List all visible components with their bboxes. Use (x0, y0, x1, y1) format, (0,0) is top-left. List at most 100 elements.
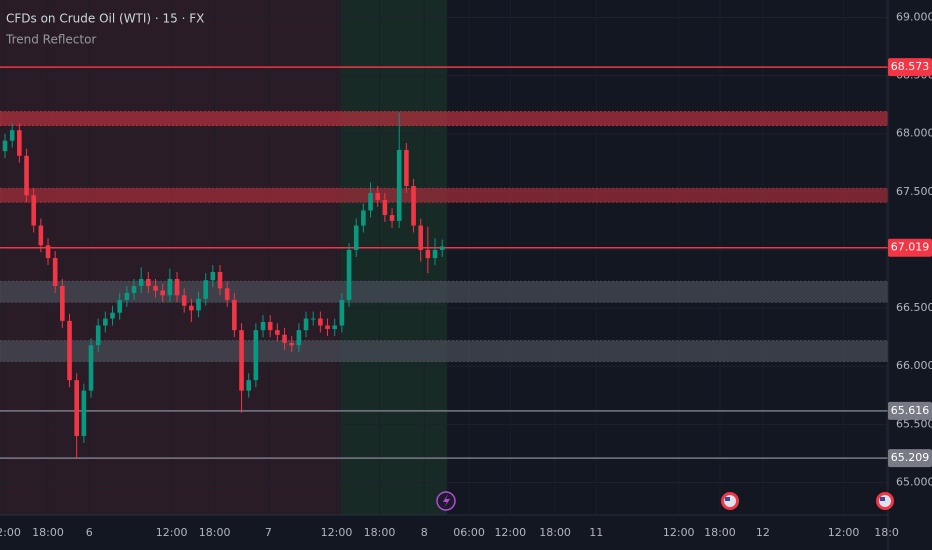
price-label: 67.019 (891, 241, 930, 254)
candle-body (146, 279, 151, 286)
candle-body (103, 318, 108, 326)
y-tick-label: 69.000 (896, 10, 932, 23)
x-tick-label: 18:00 (32, 526, 64, 539)
candle-body (210, 272, 216, 281)
candle-body (246, 380, 251, 391)
candle-body (189, 305, 194, 311)
x-tick-label: 8 (421, 526, 428, 539)
chart-title: CFDs on Crude Oil (WTI) · 15 · FX (6, 12, 204, 26)
candle-body (325, 325, 330, 329)
candle-body (318, 318, 323, 326)
candle-body (439, 246, 445, 250)
candle-body (131, 285, 137, 293)
candle-body (232, 299, 237, 331)
candle-body (153, 285, 158, 291)
event-icon (436, 491, 456, 511)
candle-body (260, 322, 266, 331)
x-tick-label: 6 (86, 526, 93, 539)
candle-body (217, 272, 223, 289)
candle-body (203, 280, 208, 299)
candle-body (74, 380, 79, 436)
y-tick-label: 68.000 (896, 127, 932, 140)
x-tick-label: 12:00 (156, 526, 188, 539)
x-tick-label: 11 (589, 526, 603, 539)
x-tick-label: 12:00 (321, 526, 353, 539)
candle-body (88, 345, 94, 391)
session-shade (0, 0, 341, 515)
candle-body (282, 334, 287, 343)
price-label: 65.209 (891, 451, 930, 464)
price-label: 65.616 (891, 404, 930, 417)
event-icon (721, 492, 739, 510)
candle-body (124, 292, 130, 300)
x-tick-label: 18:00 (364, 526, 396, 539)
candle-body (382, 199, 388, 216)
candle-body (17, 130, 22, 156)
candle-body (418, 225, 424, 250)
plot-area (0, 0, 889, 515)
y-tick-label: 65.500 (896, 417, 932, 430)
x-tick-label: 12:00 (663, 526, 695, 539)
x-tick-label: 18:00 (704, 526, 736, 539)
candle-body (310, 318, 316, 320)
candle-body (353, 225, 359, 250)
candle-body (404, 149, 409, 187)
price-label-box (888, 238, 932, 257)
candle-body (196, 298, 201, 311)
candle-body (339, 299, 345, 326)
candle-body (432, 249, 438, 259)
zone (0, 111, 889, 127)
candle-body (31, 195, 36, 226)
candle-body (95, 325, 101, 346)
candle-body (181, 295, 187, 306)
x-tick-label: 7 (265, 526, 272, 539)
candle-body (253, 330, 259, 381)
candle-body (275, 330, 280, 335)
candle-body (60, 285, 65, 321)
y-tick-label: 66.000 (896, 359, 932, 372)
candle-body (224, 288, 230, 300)
candle-body (411, 186, 416, 226)
candle-body (38, 225, 44, 246)
price-label-box (888, 58, 932, 77)
candle-body (303, 318, 309, 331)
candle-body (52, 258, 58, 286)
candle-body (160, 290, 165, 296)
y-tick-label: 66.500 (896, 301, 932, 314)
y-tick-label: 65.000 (896, 475, 932, 488)
candle-body (167, 279, 173, 296)
candle-body (24, 155, 29, 196)
x-tick-label: 12:00 (0, 526, 21, 539)
candle-body (389, 215, 395, 221)
candle-body (67, 320, 72, 381)
session-shade (340, 0, 448, 515)
candle-body (361, 210, 366, 226)
price-label: 68.573 (891, 60, 930, 73)
candle-body (110, 312, 115, 319)
zone (0, 187, 889, 203)
candle-body (289, 342, 294, 346)
candle-body (332, 325, 338, 329)
candle-body (368, 192, 373, 211)
candle-body (239, 330, 244, 391)
event-icon (876, 492, 894, 510)
price-label-box (888, 401, 932, 420)
candle-body (2, 140, 8, 152)
x-tick-label: 18:00 (539, 526, 571, 539)
candle-body (9, 130, 15, 141)
candle-body (138, 279, 144, 286)
candle-body (81, 390, 87, 436)
candle-body (296, 330, 302, 346)
y-tick-label: 67.500 (896, 185, 932, 198)
candle-body (346, 249, 352, 300)
candle-body (45, 245, 51, 259)
x-tick-label: 12:00 (828, 526, 860, 539)
candle-body (267, 322, 273, 331)
indicator-name: Trend Reflector (5, 33, 96, 47)
x-tick-label: 18:00 (199, 526, 231, 539)
zone (0, 340, 889, 363)
x-tick-label: 12:00 (494, 526, 526, 539)
candle-body (375, 192, 381, 200)
candle-body (425, 249, 431, 259)
